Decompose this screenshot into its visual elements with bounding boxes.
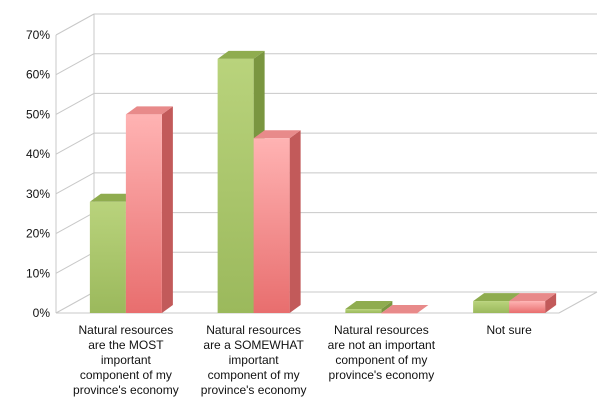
- y-tick-label: 20%: [26, 227, 50, 241]
- x-tick-label: Natural resources are not an important com…: [328, 323, 436, 382]
- bar-top: [253, 130, 301, 139]
- bar-front: [217, 58, 254, 314]
- y-tick-label: 50%: [26, 107, 50, 121]
- x-tick-label: Natural resources are a SOMEWHAT important…: [201, 323, 307, 397]
- gridline-side: [55, 212, 95, 235]
- x-tick-label-line: province's economy: [201, 383, 307, 397]
- gridline-side: [55, 53, 95, 76]
- y-tick-label: 0%: [33, 306, 51, 320]
- x-tick-label-line: component of my: [80, 368, 172, 382]
- bar: [125, 106, 173, 313]
- x-tick-label-line: Natural resources: [334, 323, 429, 337]
- bar-front: [509, 301, 546, 313]
- bar-front: [253, 138, 290, 313]
- x-tick-label-line: province's economy: [329, 368, 435, 382]
- labels-layer: 0% 10% 20% 30% 40% 50% 60% 70% Natural resources…: [26, 28, 532, 397]
- bar-front: [381, 313, 418, 314]
- gridline-side: [55, 251, 95, 274]
- bar-top: [509, 293, 557, 302]
- x-tick-label: Natural resources are the MOST important co…: [73, 323, 179, 397]
- bar-front: [473, 301, 510, 313]
- bar-top: [473, 293, 521, 302]
- bar: [345, 301, 393, 313]
- bar-front: [89, 201, 126, 313]
- y-tick-label: 60%: [26, 68, 50, 82]
- y-tick-label: 70%: [26, 28, 50, 42]
- x-tick-label-line: are the MOST: [88, 338, 164, 352]
- x-tick-label-line: Not sure: [486, 323, 532, 337]
- y-tick-label: 40%: [26, 147, 50, 161]
- x-tick-label-line: province's economy: [73, 383, 179, 397]
- bar-front: [345, 309, 382, 313]
- bar-side: [545, 293, 557, 313]
- x-tick-label-line: are not an important: [328, 338, 436, 352]
- bars-layer: [89, 50, 557, 314]
- bar-side: [161, 106, 173, 313]
- y-tick-label: 10%: [26, 266, 50, 280]
- bar-top: [381, 305, 429, 313]
- floor-right-edge: [558, 291, 598, 314]
- x-tick-label-line: Natural resources: [79, 323, 174, 337]
- gridline-side: [55, 132, 95, 155]
- x-tick-label-line: important: [101, 353, 152, 367]
- bar: [253, 130, 301, 313]
- gridline-side: [55, 13, 95, 36]
- bar-front: [125, 114, 162, 313]
- bar-top: [89, 193, 137, 202]
- bar-side: [381, 301, 393, 313]
- x-tick-label-line: Natural resources: [206, 323, 301, 337]
- bar-side: [289, 130, 301, 313]
- gridline-side: [55, 291, 95, 314]
- x-tick-label: Not sure: [486, 323, 532, 337]
- x-tick-label-line: are a SOMEWHAT: [203, 338, 304, 352]
- gridline-side: [55, 172, 95, 195]
- gridline-side: [55, 92, 95, 115]
- x-tick-label-line: component of my: [208, 368, 300, 382]
- bar-top: [125, 106, 173, 115]
- bar: [381, 305, 429, 314]
- bar-top: [345, 301, 393, 310]
- bar: [509, 293, 557, 313]
- x-tick-label-line: important: [229, 353, 280, 367]
- bar-top: [217, 50, 265, 59]
- y-tick-label: 30%: [26, 187, 50, 201]
- x-tick-label-line: component of my: [335, 353, 427, 367]
